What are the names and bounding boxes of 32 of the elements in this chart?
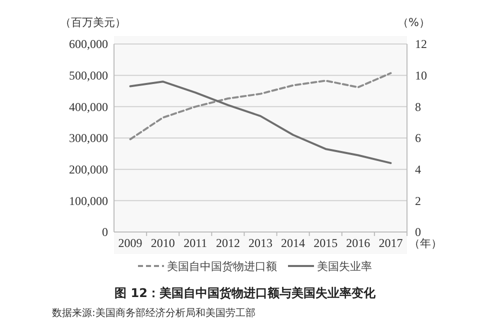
y2-tick-label: 6 [415,131,421,146]
y2-axis-title: （%） [398,16,430,29]
y-axis-title: （百万美元） [60,16,126,29]
x-tick-label: 2016 [346,236,370,250]
y2-tick-label: 0 [415,225,421,240]
y-tick-label: 400,000 [69,100,108,114]
y-tick-label: 0 [102,225,108,240]
legend-label: 美国失业率 [317,260,372,273]
x-tick-label: 2015 [314,236,338,250]
line-series [129,80,392,164]
y-tick-label: 300,000 [69,131,108,146]
legend-label: 美国自中国货物进口额 [167,260,277,273]
y-tick-label: 600,000 [69,37,108,52]
y2-tick-label: 8 [415,100,421,114]
x-tick-label: 2011 [184,236,208,250]
x-axis-title: （年） [409,237,442,250]
x-tick-label: 2010 [150,236,175,250]
text: 图 12：美国自中国货物进口额与美国失业率变化 [114,286,376,300]
source-note: 数据来源:美国商务部经济分析局和美国劳工部 [52,307,256,319]
y-tick-label: 200,000 [69,162,108,177]
y2-tick-label: 12 [415,37,427,52]
y-tick-label: 100,000 [69,194,108,208]
x-tick-label: 2013 [248,236,272,250]
x-tick-label: 2014 [281,236,306,250]
y2-tick-label: 2 [415,194,421,208]
x-tick-label: 2012 [216,236,240,250]
y-tick-label: 500,000 [69,68,108,83]
y2-tick-label: 4 [415,162,421,177]
x-tick-label: 2017 [378,236,403,250]
line-series [129,72,392,140]
x-tick-label: 2009 [118,236,142,250]
y2-tick-label: 10 [415,68,427,83]
